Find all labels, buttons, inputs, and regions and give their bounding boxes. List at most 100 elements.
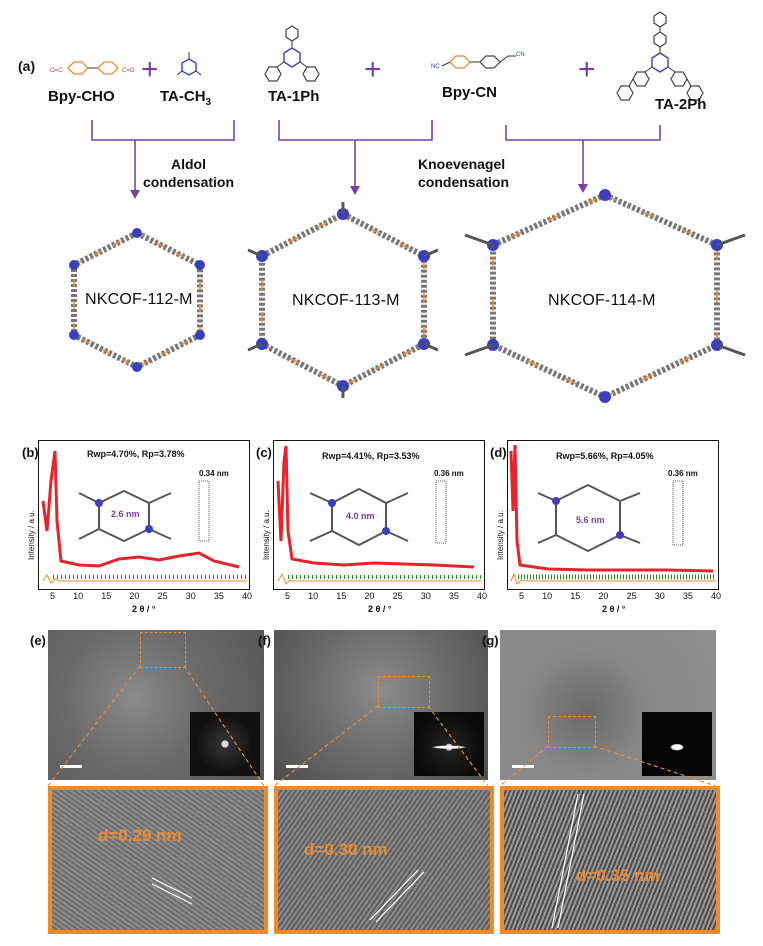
- ta-2ph-structure: [616, 11, 704, 101]
- tem-image-g: [500, 630, 716, 780]
- xtick: 35: [213, 591, 224, 601]
- pxrd-plot-d: Rwp=5.66%, Rp=4.05% 0.36 nm 5.6 nm: [507, 440, 719, 590]
- tem-image-f: [274, 630, 488, 780]
- hrtem-image-f: d=0.30 nm: [274, 786, 494, 934]
- xtick: 40: [710, 591, 721, 601]
- cof-name-114: NKCOF-114-M: [548, 292, 656, 309]
- zoom-lines-e: [48, 665, 264, 787]
- ta-1ph-structure: [264, 25, 320, 82]
- pxrd-curve-c: [276, 445, 482, 585]
- pxrd-curve-b: [41, 450, 247, 584]
- xlabel-c: 2 θ / °: [368, 604, 392, 614]
- xtick: 20: [129, 591, 140, 601]
- svg-text:NC: NC: [431, 64, 440, 70]
- saed-pattern-e: [190, 712, 260, 776]
- lattice-lines-e: [151, 877, 193, 905]
- xticks-b: 5 10 15 20 25 30 35 40: [40, 591, 252, 601]
- monomer-ta-2ph: TA-2Ph: [655, 96, 707, 113]
- ta-ch3-structure: [176, 52, 202, 76]
- panel-f-label: (f): [258, 633, 271, 648]
- reaction-knoevenagel: Knoevenagel condensation: [418, 155, 509, 191]
- cof-framework-112: [69, 228, 205, 372]
- pore-size-b: 2.6 nm: [111, 509, 140, 519]
- bpy-cn-structure: NC CN: [431, 52, 525, 70]
- xtick: 35: [448, 591, 459, 601]
- xtick: 30: [654, 591, 665, 601]
- xtick: 25: [157, 591, 168, 601]
- panel-a-label: (a): [18, 58, 36, 74]
- pxrd-curve-d: [509, 444, 716, 585]
- xtick: 10: [542, 591, 553, 601]
- svg-text:CN: CN: [516, 52, 525, 58]
- zoom-box-g: [548, 716, 596, 748]
- layer-spacing-b: 0.34 nm: [199, 469, 229, 478]
- tem-image-e: [48, 630, 264, 780]
- plus-sign-3: +: [578, 53, 596, 86]
- reaction-knoev-line2: condensation: [418, 174, 510, 190]
- xtick: 5: [285, 591, 291, 601]
- xlabel-d: 2 θ / °: [602, 604, 626, 614]
- monomer-ta-1ph: TA-1Ph: [268, 88, 320, 105]
- xlabel-b: 2 θ / °: [132, 604, 156, 614]
- d-spacing-g: d=0.35 nm: [576, 866, 660, 885]
- scale-bar-e: [60, 765, 82, 768]
- layer-spacing-d: 0.36 nm: [668, 469, 698, 478]
- panel-d-label: (d): [490, 445, 507, 460]
- xtick: 10: [73, 591, 84, 601]
- reaction-knoev-line1: Knoevenagel: [418, 156, 506, 172]
- xtick: 5: [50, 591, 56, 601]
- scale-bar-g: [512, 765, 534, 768]
- d-spacing-f: d=0.30 nm: [304, 840, 388, 859]
- saed-pattern-g: [642, 712, 712, 776]
- zoom-box-f: [378, 676, 430, 708]
- xtick: 40: [476, 591, 487, 601]
- cof-framework-113: [247, 202, 439, 398]
- d-spacing-e: d=0.29 nm: [98, 826, 182, 845]
- monomer-ta-ch3: TA-CH3: [160, 88, 212, 108]
- zoom-box-e: [140, 632, 186, 668]
- hrtem-image-e: d=0.29 nm: [48, 786, 268, 934]
- fit-stats-d: Rwp=5.66%, Rp=4.05%: [556, 451, 654, 461]
- pore-size-c: 4.0 nm: [346, 511, 375, 521]
- pxrd-plot-b: Rwp=4.70%, Rp=3.78% 0.34 nm 2.6 nm: [38, 440, 250, 590]
- panel-b-label: (b): [22, 445, 39, 460]
- xtick: 25: [392, 591, 403, 601]
- reaction-aldol-line2: condensation: [143, 174, 235, 190]
- ylabel-b: Intensity / a.u.: [27, 510, 36, 560]
- reaction-aldol: Aldol condensation: [143, 155, 234, 191]
- xtick: 15: [336, 591, 347, 601]
- xtick: 30: [420, 591, 431, 601]
- xtick: 15: [570, 591, 581, 601]
- xticks-c: 5 10 15 20 25 30 35 40: [275, 591, 487, 601]
- xtick: 20: [598, 591, 609, 601]
- cof-name-112: NKCOF-112-M: [85, 291, 193, 308]
- scale-bar-f: [286, 765, 308, 768]
- lattice-lines-f: [369, 869, 425, 923]
- xtick: 25: [626, 591, 637, 601]
- xticks-d: 5 10 15 20 25 30 35 40: [509, 591, 721, 601]
- layer-spacing-c: 0.36 nm: [434, 469, 464, 478]
- panel-g-label: (g): [482, 633, 499, 648]
- xtick: 10: [308, 591, 319, 601]
- zoom-lines-g: [500, 745, 716, 787]
- fit-stats-b: Rwp=4.70%, Rp=3.78%: [87, 449, 185, 459]
- xtick: 5: [519, 591, 525, 601]
- panel-c-label: (c): [256, 445, 272, 460]
- monomer-bpy-cn: Bpy-CN: [442, 84, 497, 101]
- svg-text:O=C: O=C: [50, 68, 63, 74]
- svg-text:C=O: C=O: [122, 68, 135, 74]
- hrtem-image-g: d=0.35 nm: [500, 786, 720, 934]
- monomer-bpy-cho: Bpy-CHO: [48, 88, 115, 105]
- bpy-cho-structure: O=C C=O: [50, 61, 135, 75]
- reaction-aldol-line1: Aldol: [171, 156, 206, 172]
- panel-e-label: (e): [30, 633, 46, 648]
- xtick: 35: [682, 591, 693, 601]
- xtick: 40: [241, 591, 252, 601]
- plus-sign-2: +: [364, 53, 382, 86]
- lattice-lines-g: [551, 793, 585, 929]
- pore-size-d: 5.6 nm: [576, 515, 605, 525]
- plus-sign-1: +: [141, 53, 159, 86]
- zoom-lines-f: [274, 705, 488, 787]
- ylabel-c: Intensity / a.u.: [262, 510, 271, 560]
- cof-name-113: NKCOF-113-M: [292, 292, 400, 309]
